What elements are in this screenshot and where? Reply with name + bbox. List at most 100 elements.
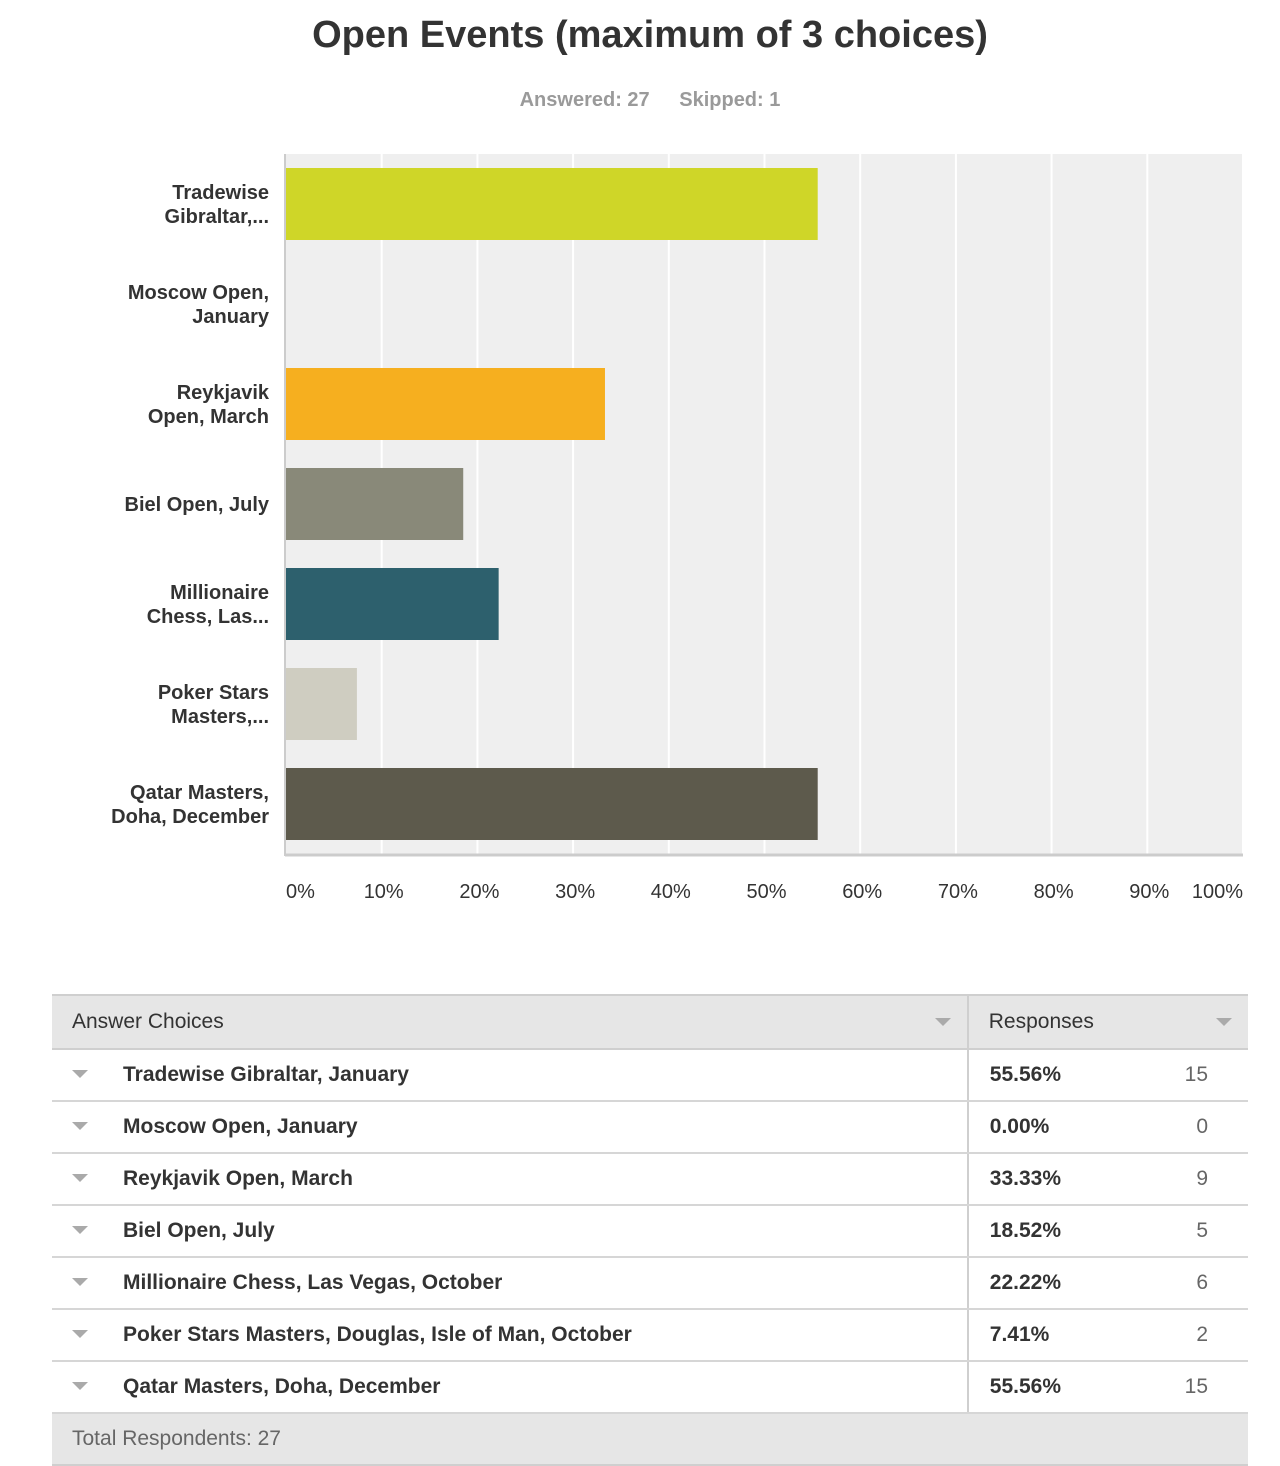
response-cell: 0.00% 0 bbox=[966, 1101, 1248, 1154]
response-cell: 22.22% 6 bbox=[966, 1257, 1248, 1310]
x-tick-label: 20% bbox=[459, 881, 499, 903]
table-row: Tradewise Gibraltar, January 55.56% 15 bbox=[52, 1049, 1248, 1102]
response-count: 6 bbox=[1196, 1271, 1208, 1294]
x-tick-label: 90% bbox=[1129, 881, 1169, 903]
category-label-line: Moscow Open, bbox=[128, 282, 269, 304]
response-percent: 55.56% bbox=[989, 1375, 1061, 1398]
answer-cell: Poker Stars Masters, Douglas, Isle of Ma… bbox=[52, 1309, 968, 1362]
category-label-line: Doha, December bbox=[111, 806, 269, 828]
sort-chevron-down-icon[interactable] bbox=[1216, 1018, 1232, 1026]
table-header-row: Answer Choices Responses bbox=[52, 994, 1248, 1050]
category-label: Poker Stars Masters,... bbox=[158, 682, 269, 728]
table-row: Qatar Masters, Doha, December 55.56% 15 bbox=[52, 1361, 1248, 1414]
chart-title: Open Events (maximum of 3 choices) bbox=[312, 14, 988, 56]
response-count: 9 bbox=[1196, 1167, 1208, 1190]
category-label-line: Gibraltar,... bbox=[165, 206, 269, 228]
category-label-line: January bbox=[192, 306, 270, 328]
x-tick-label: 70% bbox=[938, 881, 978, 903]
x-tick-label: 0% bbox=[286, 881, 315, 903]
response-cell: 7.41% 2 bbox=[966, 1309, 1248, 1362]
expand-chevron-down-icon[interactable] bbox=[72, 1122, 88, 1130]
response-cell: 55.56% 15 bbox=[966, 1049, 1248, 1102]
response-count: 2 bbox=[1196, 1323, 1208, 1346]
answered-count: Answered: 27 bbox=[519, 89, 650, 111]
answer-choice-label: Poker Stars Masters, Douglas, Isle of Ma… bbox=[123, 1323, 632, 1346]
answer-choice-label: Qatar Masters, Doha, December bbox=[123, 1375, 441, 1398]
response-cell: 18.52% 5 bbox=[966, 1205, 1248, 1258]
category-label-line: Tradewise bbox=[172, 182, 269, 204]
table-row: Poker Stars Masters, Douglas, Isle of Ma… bbox=[52, 1309, 1248, 1362]
table-footer-row: Total Respondents: 27 bbox=[52, 1413, 1248, 1466]
answer-cell: Moscow Open, January bbox=[52, 1101, 968, 1154]
total-respondents: Total Respondents: 27 bbox=[52, 1413, 1248, 1466]
category-label-line: Biel Open, July bbox=[125, 494, 270, 516]
response-count: 15 bbox=[1184, 1375, 1208, 1398]
x-tick-label: 80% bbox=[1034, 881, 1074, 903]
answer-cell: Biel Open, July bbox=[52, 1205, 968, 1258]
bar[interactable] bbox=[286, 768, 818, 840]
x-tick-label: 50% bbox=[747, 881, 787, 903]
category-label: Qatar Masters, Doha, December bbox=[111, 782, 269, 828]
bars bbox=[286, 168, 818, 840]
answer-choice-label: Millionaire Chess, Las Vegas, October bbox=[123, 1271, 503, 1294]
answer-cell: Qatar Masters, Doha, December bbox=[52, 1361, 968, 1414]
category-label: Moscow Open, January bbox=[128, 282, 270, 328]
responses-header[interactable]: Responses bbox=[966, 994, 1248, 1050]
skipped-count: Skipped: 1 bbox=[679, 89, 781, 111]
answer-choice-label: Reykjavik Open, March bbox=[123, 1167, 353, 1190]
table-row: Biel Open, July 18.52% 5 bbox=[52, 1205, 1248, 1258]
table-row: Reykjavik Open, March 33.33% 9 bbox=[52, 1153, 1248, 1206]
y-axis-labels: Tradewise Gibraltar,... Moscow Open, Januar… bbox=[111, 182, 270, 828]
category-label-line: Masters,... bbox=[171, 706, 269, 728]
responses-table-container: Answer Choices Responses Tradewise Gibra… bbox=[52, 994, 1248, 1466]
bar-chart: Tradewise Gibraltar,... Moscow Open, Januar… bbox=[111, 154, 1244, 903]
bar[interactable] bbox=[286, 168, 818, 240]
category-label-line: Qatar Masters, bbox=[130, 782, 269, 804]
bar[interactable] bbox=[286, 368, 605, 440]
category-label-line: Chess, Las... bbox=[147, 606, 269, 628]
response-count: 0 bbox=[1196, 1115, 1208, 1138]
answer-choice-label: Biel Open, July bbox=[123, 1219, 275, 1242]
response-percent: 33.33% bbox=[989, 1167, 1061, 1190]
category-label-line: Millionaire bbox=[170, 582, 269, 604]
category-label: Tradewise Gibraltar,... bbox=[165, 182, 269, 228]
bar[interactable] bbox=[286, 568, 499, 640]
response-cell: 55.56% 15 bbox=[966, 1361, 1248, 1414]
responses-header-label: Responses bbox=[988, 1010, 1094, 1033]
category-label-line: Poker Stars bbox=[158, 682, 269, 704]
x-tick-label: 100% bbox=[1192, 881, 1243, 903]
sort-chevron-down-icon[interactable] bbox=[934, 1018, 951, 1026]
category-label-line: Open, March bbox=[148, 406, 269, 428]
x-tick-label: 30% bbox=[555, 881, 595, 903]
expand-chevron-down-icon[interactable] bbox=[72, 1174, 88, 1182]
x-tick-label: 40% bbox=[651, 881, 691, 903]
expand-chevron-down-icon[interactable] bbox=[72, 1382, 88, 1390]
answer-choices-header[interactable]: Answer Choices bbox=[52, 994, 968, 1050]
answer-choice-label: Moscow Open, January bbox=[123, 1115, 358, 1138]
response-percent: 55.56% bbox=[989, 1063, 1061, 1086]
response-cell: 33.33% 9 bbox=[966, 1153, 1248, 1206]
gridlines bbox=[380, 154, 1244, 854]
expand-chevron-down-icon[interactable] bbox=[72, 1070, 88, 1078]
x-tick-label: 10% bbox=[364, 881, 404, 903]
x-axis-ticks: 0% 10% 20% 30% 40% 50% 60% 70% 80% 90% 100% bbox=[286, 881, 1243, 903]
expand-chevron-down-icon[interactable] bbox=[72, 1278, 88, 1286]
category-label-line: Reykjavik bbox=[177, 382, 270, 404]
category-label: Biel Open, July bbox=[125, 494, 270, 516]
response-count: 5 bbox=[1196, 1219, 1208, 1242]
answer-cell: Millionaire Chess, Las Vegas, October bbox=[52, 1257, 968, 1310]
answer-choices-header-label: Answer Choices bbox=[72, 1010, 224, 1033]
bar[interactable] bbox=[286, 468, 464, 540]
category-label: Reykjavik Open, March bbox=[148, 382, 270, 428]
response-summary: Answered: 27 Skipped: 1 bbox=[0, 89, 1280, 112]
response-percent: 7.41% bbox=[989, 1323, 1050, 1346]
responses-table: Answer Choices Responses Tradewise Gibra… bbox=[52, 994, 1248, 1466]
category-label: Millionaire Chess, Las... bbox=[147, 582, 269, 628]
response-percent: 18.52% bbox=[989, 1219, 1061, 1242]
response-percent: 22.22% bbox=[989, 1271, 1061, 1294]
expand-chevron-down-icon[interactable] bbox=[72, 1226, 88, 1234]
answer-cell: Reykjavik Open, March bbox=[52, 1153, 968, 1206]
expand-chevron-down-icon[interactable] bbox=[72, 1330, 88, 1338]
bar[interactable] bbox=[286, 668, 357, 740]
x-tick-label: 60% bbox=[842, 881, 882, 903]
